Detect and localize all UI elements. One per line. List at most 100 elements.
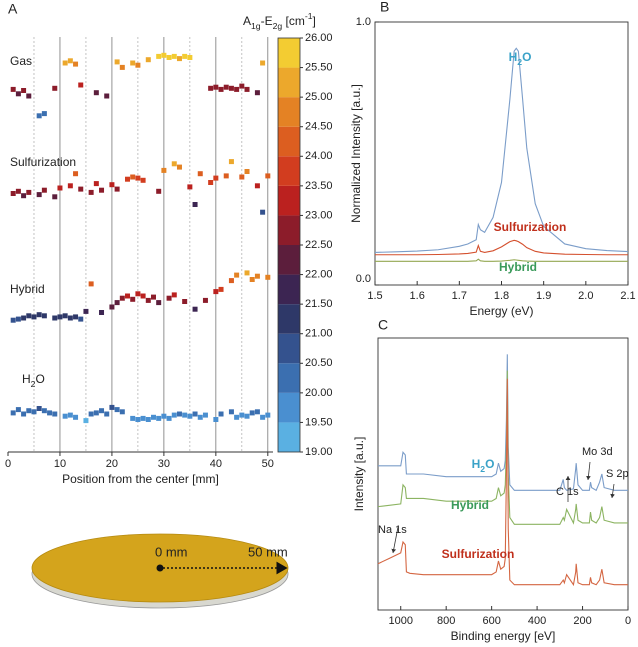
point [125, 293, 131, 299]
point [218, 411, 224, 417]
point [78, 316, 84, 322]
point [15, 407, 21, 413]
colorbar-title-part: [cm [282, 14, 305, 28]
point [265, 412, 271, 418]
point [62, 313, 68, 319]
point [93, 410, 99, 416]
point [187, 55, 193, 60]
x-tick-label: 20 [106, 458, 118, 470]
point [10, 191, 16, 196]
point [228, 278, 234, 284]
point [88, 411, 94, 417]
point [36, 192, 42, 198]
point [21, 411, 27, 417]
point [88, 281, 94, 287]
colorbar-tick-label: 24.00 [305, 150, 333, 162]
point [104, 93, 110, 99]
point [265, 173, 271, 179]
series-label: Sulfurization [494, 220, 567, 234]
point [135, 291, 141, 297]
series-label: H2O [509, 50, 532, 67]
annotation-arrow [391, 526, 399, 554]
colorbar-title-part: 2g [273, 21, 283, 31]
point [156, 53, 162, 59]
point [254, 183, 260, 189]
row-label: H2O [22, 372, 45, 389]
point [239, 174, 245, 180]
series-label-part: 2 [480, 464, 485, 474]
annotation-arrow [586, 461, 591, 481]
point [109, 182, 115, 188]
x-tick-label: 30 [158, 458, 170, 470]
series-label: H2O [472, 457, 495, 474]
point [41, 408, 47, 414]
point [67, 315, 73, 321]
point [176, 56, 182, 62]
x-tick-label: 2.1 [620, 290, 635, 302]
point [239, 412, 245, 418]
point [73, 171, 79, 177]
point [41, 187, 47, 193]
x-tick-label: 1.6 [410, 290, 425, 302]
x-axis-label: Position from the center [mm] [62, 472, 219, 486]
annotation: Na 1s [378, 524, 407, 536]
point [52, 85, 58, 91]
point [166, 295, 172, 301]
point [26, 189, 32, 195]
point [130, 60, 136, 66]
row-label: Hybrid [10, 282, 45, 296]
panel-label: B [380, 0, 389, 15]
point [208, 180, 214, 185]
point [150, 294, 156, 300]
y-axis-label: Intensity [a.u.] [352, 437, 366, 512]
series-line [377, 378, 628, 587]
point [161, 52, 167, 58]
point [265, 274, 271, 280]
series-label: Hybrid [499, 260, 537, 274]
colorbar-tick-label: 26.00 [305, 32, 333, 44]
plot-frame [377, 337, 629, 611]
point [119, 295, 125, 301]
point [171, 292, 177, 298]
point [187, 413, 193, 419]
point [150, 414, 156, 420]
point [192, 306, 198, 312]
point [192, 202, 198, 207]
point [109, 304, 115, 310]
point [114, 186, 120, 192]
point [260, 60, 266, 66]
point [93, 181, 99, 187]
point [171, 53, 177, 59]
point [67, 183, 73, 189]
annotation: C 1s [556, 486, 579, 498]
point [36, 406, 42, 411]
colorbar-title-part: -E [261, 14, 273, 28]
point [88, 189, 94, 195]
panel-label: C [378, 317, 388, 333]
point [73, 314, 79, 320]
y-axis-label: Normalized Intensity [a.u.] [349, 84, 363, 223]
point [10, 86, 16, 92]
point [140, 177, 146, 183]
point [140, 415, 146, 421]
x-axis-label: Binding energy [eV] [451, 629, 556, 643]
point [254, 90, 260, 96]
point [67, 412, 73, 418]
x-tick-label: 1000 [388, 615, 412, 627]
colorbar-band [278, 97, 300, 127]
point [202, 297, 208, 303]
point [47, 410, 53, 416]
point [130, 174, 136, 180]
point [130, 296, 136, 302]
colorbar-band [278, 38, 300, 68]
point [93, 90, 99, 96]
colorbar-tick-label: 23.00 [305, 209, 333, 221]
colorbar-tick-label: 25.50 [305, 61, 333, 73]
series-line [374, 47, 629, 253]
point [109, 404, 115, 410]
colorbar-tick-label: 22.00 [305, 268, 333, 280]
colorbar-title-part: ] [313, 14, 316, 28]
x-tick-label: 50 [262, 458, 274, 470]
x-tick-label: 200 [573, 615, 591, 627]
point [104, 411, 110, 417]
